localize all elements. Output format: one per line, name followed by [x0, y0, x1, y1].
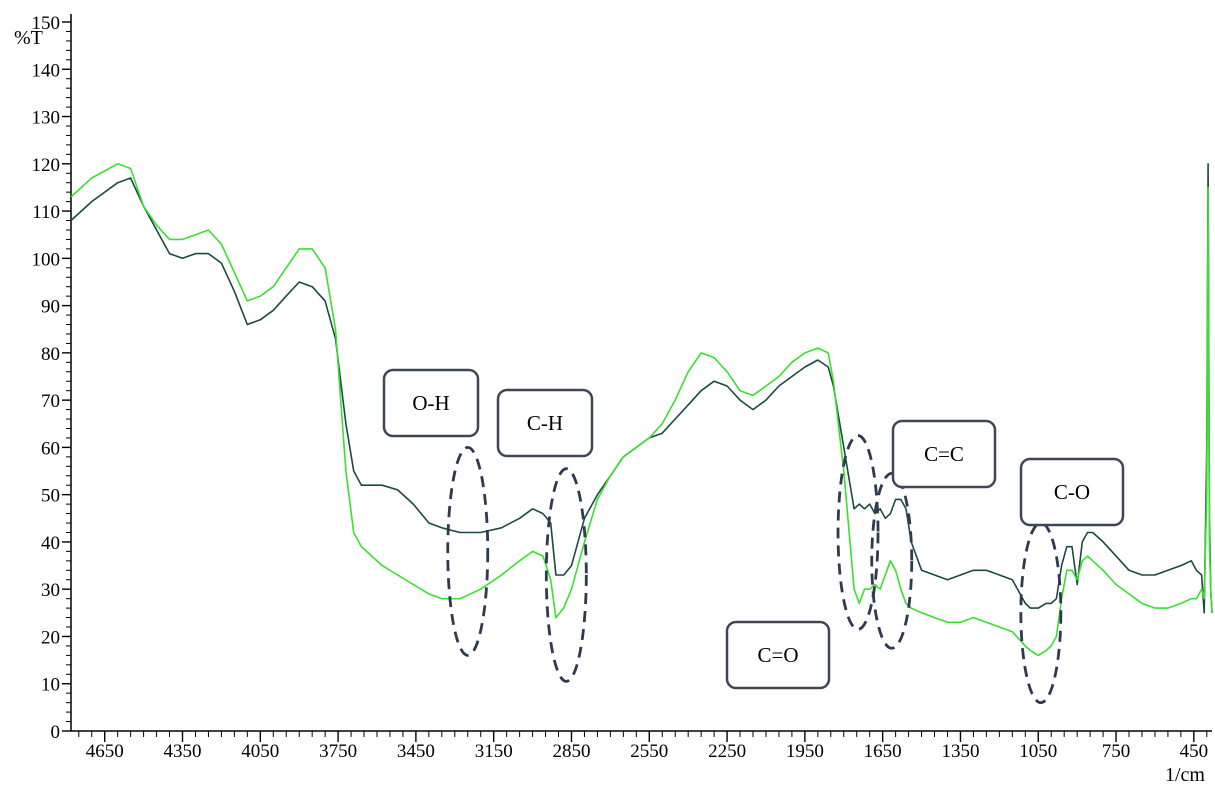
annotation-ellipse-oh	[446, 445, 490, 657]
y-axis-ticks: 0 10 20 30 40 50 60 70 80 90 100 110 120 130 140 150	[32, 13, 71, 743]
annotation-ellipse-ch	[544, 467, 588, 683]
annotation-box-co-single: C-O	[1019, 457, 1125, 527]
x-axis-ticks: 4650 4350 4050 3750 3450 3150 2850 2550 2250 1950…	[78, 731, 1209, 762]
x-tick-label: 3450	[397, 741, 435, 762]
y-tick-label: 20	[41, 627, 60, 648]
x-tick-label: 4650	[86, 741, 124, 762]
annotation-ellipses	[446, 434, 1063, 705]
y-tick-label: 140	[32, 60, 61, 81]
x-tick-label: 4350	[164, 741, 202, 762]
y-tick-label: 50	[41, 486, 60, 507]
x-tick-label: 3750	[319, 741, 357, 762]
x-axis-label: 1/cm	[1165, 764, 1205, 786]
y-tick-label: 110	[32, 202, 60, 223]
annotation-ellipse-cc	[870, 471, 914, 650]
x-tick-label: 750	[1102, 741, 1131, 762]
series-line-2	[70, 163, 1213, 657]
y-tick-label: 60	[41, 438, 60, 459]
annotation-label-co-single: C-O	[1054, 480, 1090, 504]
y-tick-label: 40	[41, 533, 60, 554]
y-tick-label: 10	[41, 675, 60, 696]
x-tick-label: 1050	[1019, 741, 1057, 762]
annotation-box-cc: C=C	[891, 419, 997, 489]
x-tick-label: 3150	[475, 741, 513, 762]
x-tick-label: 2250	[708, 741, 746, 762]
y-tick-label: 0	[51, 722, 61, 743]
annotation-label-ch: C-H	[527, 411, 563, 435]
y-tick-label: 80	[41, 344, 60, 365]
annotation-label-co-double: C=O	[757, 643, 798, 667]
y-tick-label: 70	[41, 391, 60, 412]
annotation-box-co-double: C=O	[725, 620, 831, 690]
x-tick-label: 1350	[941, 741, 979, 762]
y-tick-label: 100	[32, 249, 61, 270]
y-tick-label: 120	[32, 155, 61, 176]
y-tick-label: 90	[41, 297, 60, 318]
x-tick-label: 1950	[786, 741, 824, 762]
x-tick-label: 2550	[630, 741, 668, 762]
y-tick-label: 30	[41, 580, 60, 601]
y-tick-label: 130	[32, 108, 61, 129]
annotation-label-cc: C=C	[924, 442, 964, 466]
series-line-1	[70, 163, 1213, 614]
x-tick-label: 4050	[241, 741, 279, 762]
annotation-box-oh: O-H	[382, 368, 480, 438]
y-tick-label: 150	[32, 13, 61, 34]
x-tick-label: 2850	[552, 741, 590, 762]
annotation-label-oh: O-H	[412, 391, 449, 415]
x-tick-label: 450	[1180, 741, 1209, 762]
x-tick-label: 1650	[864, 741, 902, 762]
annotation-ellipse-co	[836, 434, 880, 631]
series-group	[70, 163, 1213, 657]
annotation-ellipse-co	[1019, 521, 1063, 705]
annotation-box-ch: C-H	[496, 388, 594, 458]
y-axis-label: %T	[14, 27, 43, 49]
